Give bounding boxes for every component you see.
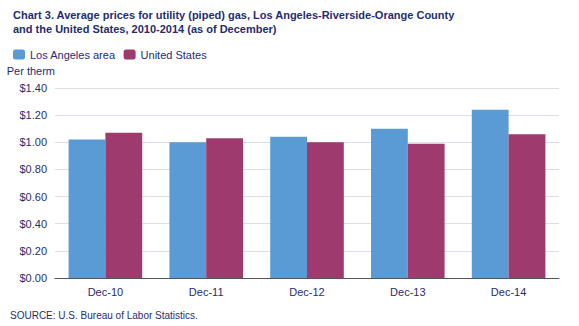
svg-text:$0.00: $0.00 <box>19 272 47 284</box>
svg-text:$0.80: $0.80 <box>19 163 47 175</box>
svg-text:Dec-13: Dec-13 <box>390 286 425 298</box>
svg-text:Dec-10: Dec-10 <box>88 286 123 298</box>
svg-text:$1.20: $1.20 <box>19 109 47 121</box>
svg-text:Chart 3. Average prices for ut: Chart 3. Average prices for utility (pip… <box>13 9 455 21</box>
svg-text:United States: United States <box>141 49 208 61</box>
svg-text:$1.40: $1.40 <box>19 82 47 94</box>
svg-text:$0.60: $0.60 <box>19 191 47 203</box>
svg-text:$1.00: $1.00 <box>19 136 47 148</box>
svg-text:SOURCE: U.S. Bureau of Labor S: SOURCE: U.S. Bureau of Labor Statistics. <box>10 310 198 321</box>
svg-text:Per therm: Per therm <box>7 65 55 77</box>
svg-text:Dec-11: Dec-11 <box>189 286 224 298</box>
svg-text:Dec-12: Dec-12 <box>289 286 324 298</box>
svg-text:Dec-14: Dec-14 <box>491 286 526 298</box>
svg-text:$0.40: $0.40 <box>19 218 47 230</box>
svg-text:Los Angeles area: Los Angeles area <box>30 49 116 61</box>
svg-text:$0.20: $0.20 <box>19 245 47 257</box>
svg-text:and the United States, 2010-20: and the United States, 2010-2014 (as of … <box>13 23 277 35</box>
